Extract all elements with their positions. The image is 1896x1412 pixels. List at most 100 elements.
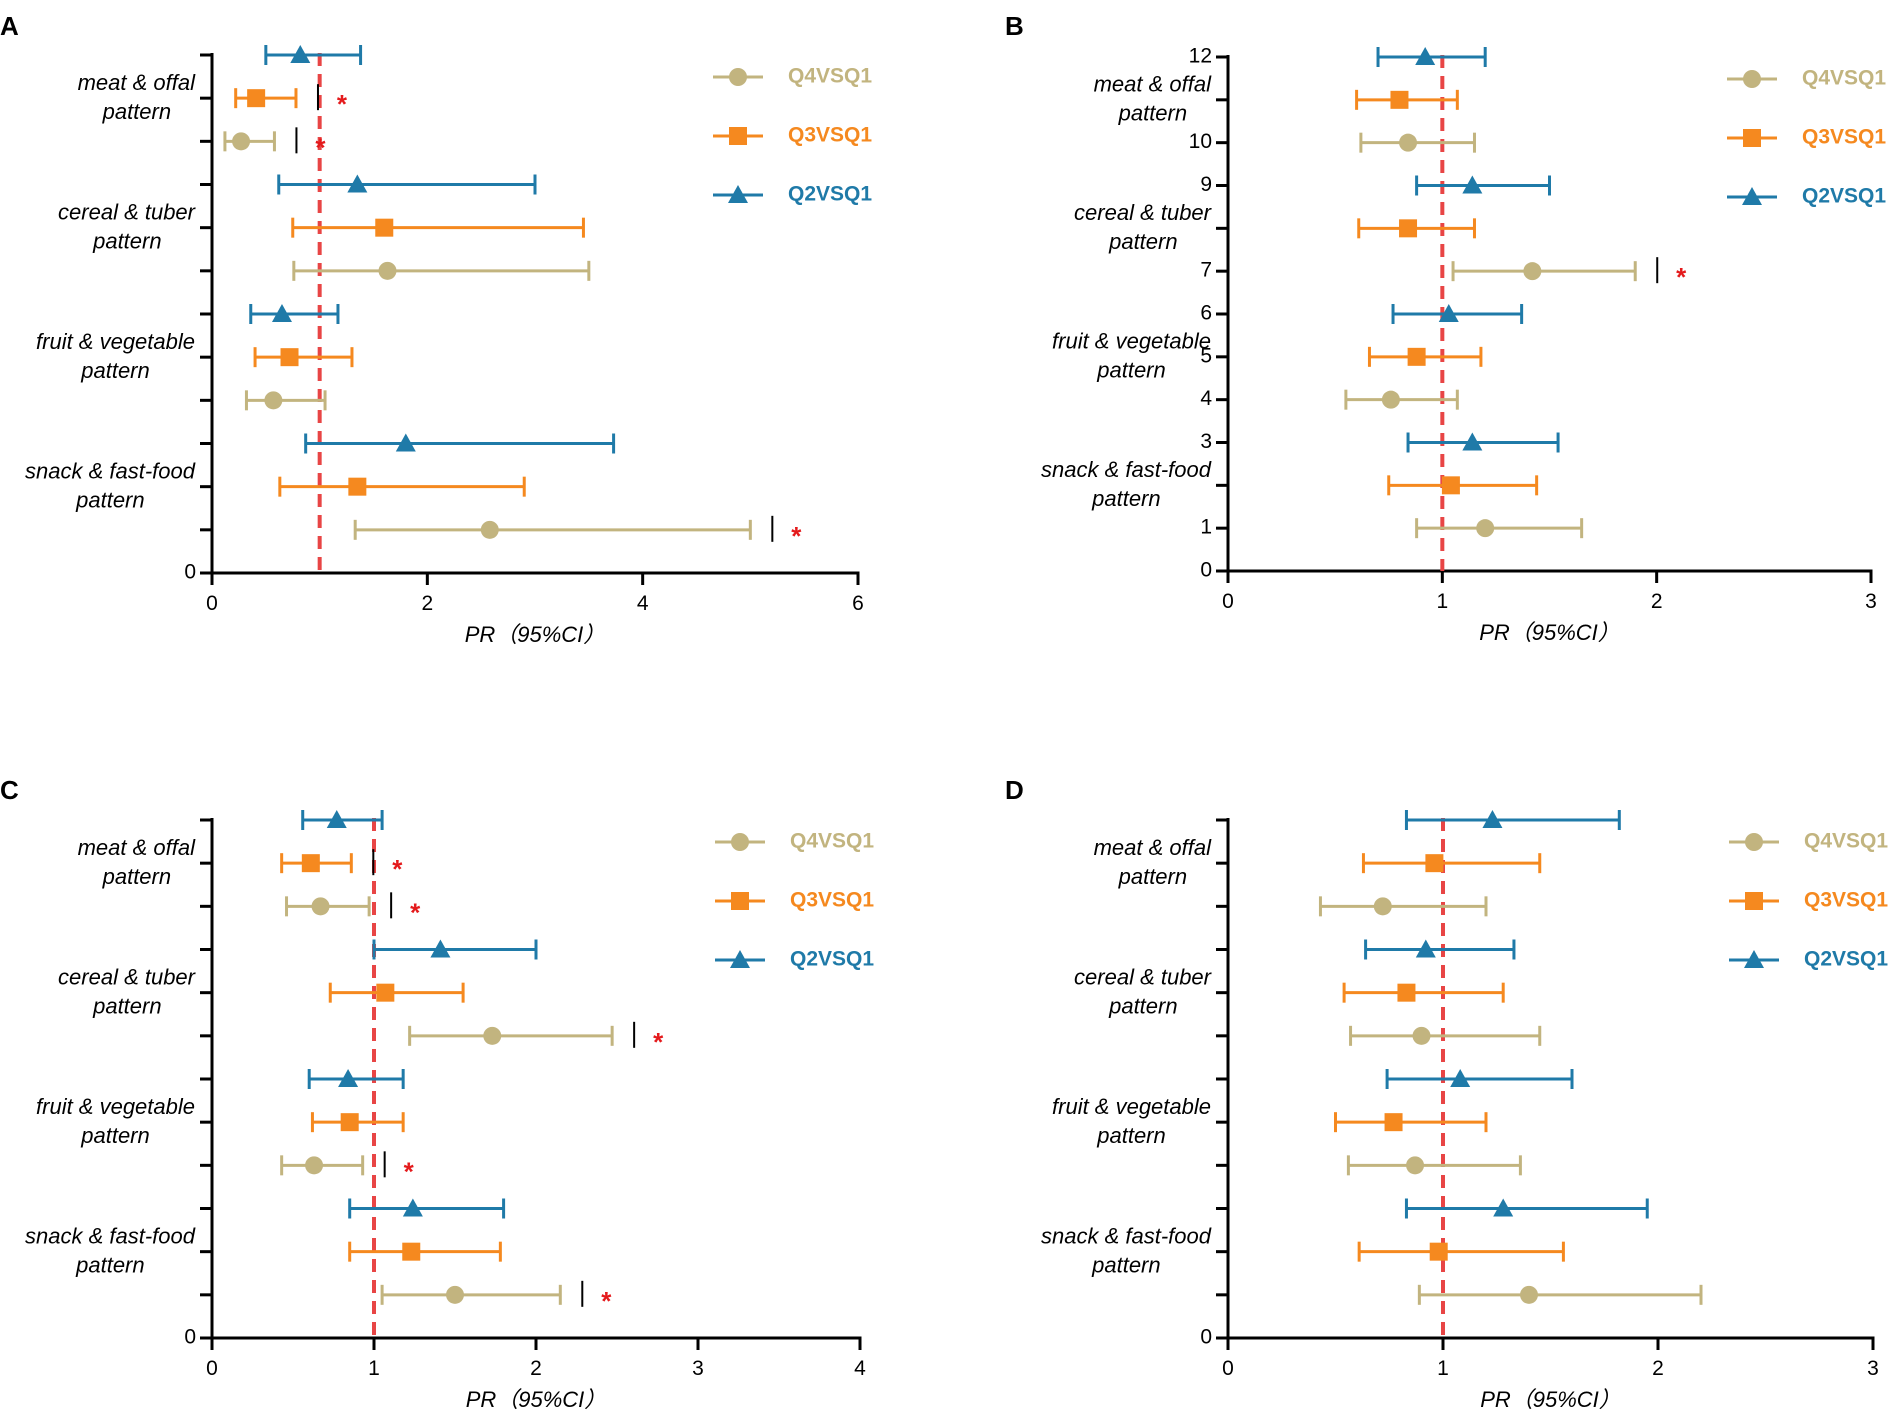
legend-marker bbox=[1744, 950, 1764, 968]
group-label: cereal & tuber bbox=[1074, 200, 1213, 225]
panel-letter: C bbox=[0, 775, 19, 805]
point-marker bbox=[395, 433, 416, 452]
legend-marker bbox=[731, 892, 749, 910]
group-label: pattern bbox=[92, 228, 162, 253]
legend-label: Q3VSQ1 bbox=[1804, 889, 1888, 912]
point-marker bbox=[280, 348, 299, 367]
point-marker bbox=[1381, 390, 1400, 409]
forest-point bbox=[301, 810, 384, 830]
point-marker bbox=[311, 897, 330, 916]
forest-point bbox=[1404, 1198, 1649, 1219]
point-marker bbox=[1476, 519, 1495, 538]
group-label: fruit & vegetable bbox=[1052, 329, 1211, 354]
point-marker bbox=[480, 520, 499, 539]
point-marker bbox=[1373, 897, 1392, 916]
x-tick-label: 0 bbox=[206, 592, 218, 615]
group-label: pattern bbox=[75, 1252, 145, 1277]
forest-point bbox=[1391, 304, 1524, 324]
forest-point bbox=[1349, 1025, 1542, 1046]
point-marker bbox=[271, 304, 292, 322]
group-label: pattern bbox=[92, 993, 162, 1018]
group-label: meat & offal bbox=[1094, 835, 1213, 860]
x-axis-label: PR（95%CI） bbox=[1479, 620, 1620, 645]
y-tick-label: 6 bbox=[1200, 302, 1212, 325]
forest-point bbox=[277, 174, 537, 195]
significance-asterisk: * bbox=[337, 89, 348, 119]
legend-label: Q3VSQ1 bbox=[788, 124, 872, 147]
forest-point bbox=[348, 1241, 502, 1262]
group-label: pattern bbox=[1108, 993, 1178, 1018]
point-marker bbox=[326, 810, 347, 828]
legend-label: Q2VSQ1 bbox=[788, 183, 872, 206]
legend-item: Q3VSQ1 bbox=[715, 889, 874, 912]
legend-label: Q3VSQ1 bbox=[1802, 126, 1886, 149]
x-tick-label: 3 bbox=[1867, 1357, 1879, 1380]
panel-d: D 00 1 2 3 PR（95%CI） meat & offal pattern cereal… bbox=[1005, 775, 1888, 1412]
forest-point: * bbox=[280, 849, 403, 884]
forest-point bbox=[1346, 1155, 1522, 1176]
legend-marker bbox=[1742, 187, 1762, 205]
group-label: pattern bbox=[1091, 1252, 1161, 1277]
point-marker bbox=[348, 477, 367, 496]
forest-point bbox=[278, 476, 526, 497]
legend-marker bbox=[730, 950, 750, 968]
group-label: pattern bbox=[1118, 864, 1188, 889]
legend-marker bbox=[729, 68, 747, 86]
legend-label: Q2VSQ1 bbox=[1804, 948, 1888, 971]
legend-item: Q2VSQ1 bbox=[1727, 185, 1886, 208]
point-marker bbox=[1520, 1285, 1538, 1304]
x-tick-label: 4 bbox=[637, 592, 649, 615]
legend-item: Q4VSQ1 bbox=[713, 65, 872, 88]
legend-item: Q4VSQ1 bbox=[1729, 830, 1888, 853]
group-label: cereal & tuber bbox=[1074, 964, 1213, 989]
y-tick-label: 10 bbox=[1189, 130, 1212, 153]
legend-item: Q3VSQ1 bbox=[713, 124, 872, 147]
y-tick-label: 7 bbox=[1200, 259, 1212, 282]
group-label: snack & fast-food bbox=[25, 458, 196, 483]
x-tick-label: 1 bbox=[368, 1357, 380, 1380]
forest-point bbox=[1364, 939, 1516, 960]
forest-point bbox=[1367, 346, 1483, 367]
y-tick-label: 0 bbox=[184, 1326, 196, 1349]
group-label: pattern bbox=[1118, 101, 1188, 126]
point-marker bbox=[1397, 983, 1416, 1002]
x-tick-label: 3 bbox=[692, 1357, 704, 1380]
group-label: meat & offal bbox=[78, 835, 197, 860]
point-marker bbox=[1415, 47, 1436, 65]
group-label: snack & fast-food bbox=[25, 1223, 196, 1248]
group-label: snack & fast-food bbox=[1041, 457, 1212, 482]
y-tick-label: 0 bbox=[1200, 1326, 1212, 1349]
y-tick-label: 0 bbox=[1200, 559, 1212, 582]
x-axis-label: PR（95%CI） bbox=[466, 1387, 607, 1412]
significance-asterisk: * bbox=[404, 1156, 415, 1186]
point-marker bbox=[378, 261, 397, 280]
forest-point bbox=[264, 45, 363, 65]
x-tick-label: 2 bbox=[1652, 1357, 1664, 1380]
forest-point bbox=[1344, 389, 1459, 410]
point-marker bbox=[1441, 476, 1460, 495]
point-marker bbox=[376, 983, 395, 1002]
forest-point: * bbox=[408, 1021, 664, 1057]
forest-point: * bbox=[1451, 257, 1687, 292]
forest-point bbox=[1406, 432, 1560, 453]
group-label: fruit & vegetable bbox=[1052, 1094, 1211, 1119]
group-label: pattern bbox=[102, 864, 172, 889]
x-tick-label: 4 bbox=[854, 1357, 866, 1380]
point-marker bbox=[1523, 262, 1542, 281]
forest-point: * bbox=[280, 1151, 415, 1186]
point-marker bbox=[1399, 133, 1418, 152]
forest-point bbox=[1417, 1284, 1703, 1305]
group-label: pattern bbox=[1096, 1123, 1166, 1148]
point-marker bbox=[1425, 854, 1444, 873]
group-label: fruit & vegetable bbox=[36, 329, 195, 354]
forest-point bbox=[292, 260, 591, 281]
point-marker bbox=[1450, 1069, 1471, 1087]
y-tick-label: 12 bbox=[1189, 45, 1212, 68]
legend-item: Q4VSQ1 bbox=[1727, 67, 1886, 90]
legend-marker bbox=[728, 185, 748, 203]
group-label: pattern bbox=[75, 487, 145, 512]
group-label: pattern bbox=[1096, 358, 1166, 383]
forest-point bbox=[291, 217, 585, 238]
